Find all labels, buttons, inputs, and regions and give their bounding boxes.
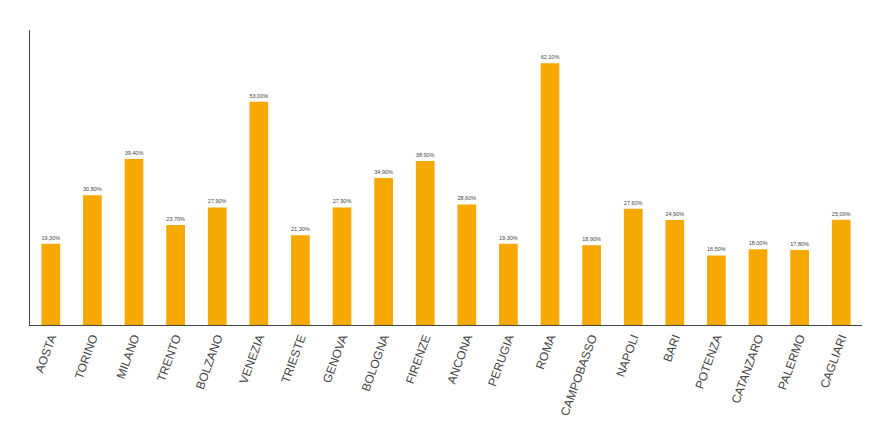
svg-text:39,40%: 39,40% [125, 150, 144, 156]
svg-text:AOSTA: AOSTA [32, 333, 59, 375]
svg-text:23,70%: 23,70% [166, 216, 185, 222]
svg-text:18,90%: 18,90% [582, 236, 601, 242]
svg-text:18,00%: 18,00% [749, 240, 768, 246]
svg-text:NAPOLI: NAPOLI [613, 333, 641, 379]
svg-text:TRIESTE: TRIESTE [278, 333, 308, 385]
svg-text:27,60%: 27,60% [624, 200, 643, 206]
svg-text:CAMPOBASSO: CAMPOBASSO [558, 333, 600, 418]
svg-text:ROMA: ROMA [533, 333, 558, 372]
svg-text:28,60%: 28,60% [457, 195, 476, 201]
svg-text:BARI: BARI [661, 333, 684, 364]
svg-text:GENOVA: GENOVA [320, 333, 350, 385]
svg-text:CAGLIARI: CAGLIARI [817, 333, 849, 390]
svg-text:TRENTO: TRENTO [154, 333, 184, 384]
svg-text:27,90%: 27,90% [333, 198, 352, 204]
svg-text:PERUGIA: PERUGIA [485, 333, 517, 389]
svg-text:34,90%: 34,90% [374, 169, 393, 175]
svg-text:BOLOGNA: BOLOGNA [359, 333, 392, 394]
svg-text:30,80%: 30,80% [83, 186, 102, 192]
svg-text:PALERMO: PALERMO [775, 333, 808, 392]
svg-text:MILANO: MILANO [114, 333, 143, 381]
svg-text:17,80%: 17,80% [790, 241, 809, 247]
svg-text:POTENZA: POTENZA [692, 333, 725, 391]
svg-text:CATANZARO: CATANZARO [729, 333, 767, 406]
svg-text:21,30%: 21,30% [291, 226, 310, 232]
svg-text:19,30%: 19,30% [41, 235, 60, 241]
svg-text:ANCONA: ANCONA [445, 333, 476, 386]
svg-text:38,90%: 38,90% [416, 152, 435, 158]
svg-text:27,90%: 27,90% [208, 198, 227, 204]
svg-text:25,00%: 25,00% [832, 211, 851, 217]
svg-text:BOLZANO: BOLZANO [193, 333, 226, 392]
svg-text:62,10%: 62,10% [541, 54, 560, 60]
svg-text:19,30%: 19,30% [499, 235, 518, 241]
svg-text:24,90%: 24,90% [665, 211, 684, 217]
svg-text:16,50%: 16,50% [707, 246, 726, 252]
svg-text:53,00%: 53,00% [249, 93, 268, 99]
svg-text:TORINO: TORINO [72, 333, 101, 381]
svg-text:VENEZIA: VENEZIA [237, 333, 268, 386]
svg-text:FIRENZE: FIRENZE [403, 333, 434, 386]
